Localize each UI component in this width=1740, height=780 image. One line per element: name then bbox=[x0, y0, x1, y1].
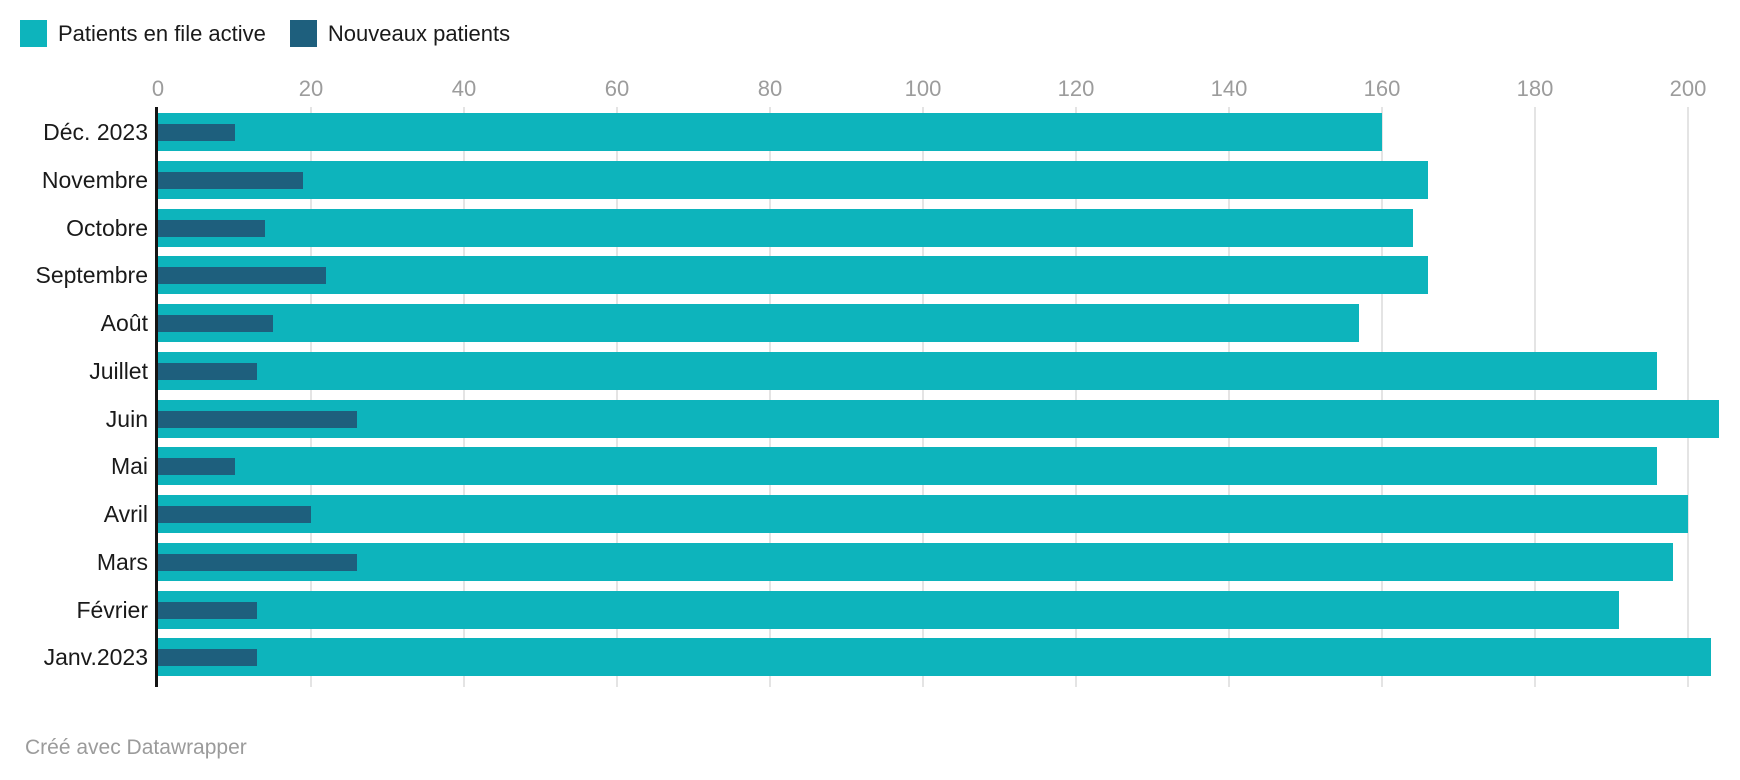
bar-main-5[interactable] bbox=[158, 352, 1657, 390]
category-label-9: Mars bbox=[96, 549, 148, 575]
x-axis-zero-line bbox=[155, 107, 158, 687]
x-tick-label-120: 120 bbox=[1057, 76, 1095, 101]
legend-item-0: Patients en file active bbox=[20, 20, 266, 47]
x-tick-label-60: 60 bbox=[604, 76, 630, 101]
bar-main-8[interactable] bbox=[158, 495, 1688, 533]
bar-main-2[interactable] bbox=[158, 209, 1413, 247]
gridline-100 bbox=[922, 107, 924, 687]
bar-main-11[interactable] bbox=[158, 638, 1711, 676]
bar-main-9[interactable] bbox=[158, 543, 1673, 581]
legend-label: Nouveaux patients bbox=[327, 20, 511, 46]
x-tick-label-200: 200 bbox=[1669, 76, 1707, 101]
category-label-6: Juin bbox=[105, 406, 148, 432]
bar-sub-10[interactable] bbox=[158, 602, 257, 619]
x-tick-label-100: 100 bbox=[904, 76, 942, 101]
category-label-8: Avril bbox=[103, 501, 148, 527]
bar-sub-8[interactable] bbox=[158, 506, 311, 523]
bar-sub-4[interactable] bbox=[158, 315, 273, 332]
bar-sub-7[interactable] bbox=[158, 458, 235, 475]
category-label-5: Juillet bbox=[89, 358, 148, 384]
bar-sub-11[interactable] bbox=[158, 649, 257, 666]
gridline-180 bbox=[1534, 107, 1536, 687]
bar-main-7[interactable] bbox=[158, 447, 1657, 485]
category-label-1: Novembre bbox=[41, 167, 148, 193]
legend-item-1: Nouveaux patients bbox=[289, 20, 511, 47]
x-tick-label-0: 0 bbox=[151, 76, 165, 101]
bar-main-3[interactable] bbox=[158, 256, 1428, 294]
bar-main-4[interactable] bbox=[158, 304, 1359, 342]
bar-sub-5[interactable] bbox=[158, 363, 257, 380]
x-tick-label-180: 180 bbox=[1516, 76, 1554, 101]
gridline-40 bbox=[463, 107, 465, 687]
legend-label: Patients en file active bbox=[58, 20, 266, 46]
bar-sub-6[interactable] bbox=[158, 411, 357, 428]
category-label-10: Février bbox=[76, 597, 148, 623]
bar-main-6[interactable] bbox=[158, 400, 1719, 438]
category-label-3: Septembre bbox=[35, 262, 148, 288]
gridline-60 bbox=[616, 107, 618, 687]
category-label-11: Janv.2023 bbox=[43, 644, 148, 670]
x-tick-label-40: 40 bbox=[451, 76, 477, 101]
x-tick-label-80: 80 bbox=[757, 76, 783, 101]
bar-main-1[interactable] bbox=[158, 161, 1428, 199]
bar-main-0[interactable] bbox=[158, 113, 1382, 151]
category-label-0: Déc. 2023 bbox=[43, 119, 148, 145]
gridline-140 bbox=[1228, 107, 1230, 687]
gridline-20 bbox=[310, 107, 312, 687]
bar-main-10[interactable] bbox=[158, 591, 1619, 629]
category-label-4: Août bbox=[100, 310, 148, 336]
x-tick-label-140: 140 bbox=[1210, 76, 1248, 101]
legend-swatch-icon bbox=[20, 20, 47, 47]
bar-sub-2[interactable] bbox=[158, 220, 265, 237]
legend-swatch-icon bbox=[289, 20, 317, 47]
category-label-7: Mai bbox=[110, 453, 148, 479]
category-label-2: Octobre bbox=[66, 215, 148, 241]
bar-sub-0[interactable] bbox=[158, 124, 235, 141]
legend: Patients en file active Nouveaux patients bbox=[20, 20, 510, 47]
datawrapper-credit-link[interactable]: Créé avec Datawrapper bbox=[25, 736, 247, 759]
x-tick-label-160: 160 bbox=[1363, 76, 1401, 101]
x-tick-label-20: 20 bbox=[298, 76, 324, 101]
gridline-80 bbox=[769, 107, 771, 687]
bar-sub-3[interactable] bbox=[158, 267, 326, 284]
bar-sub-9[interactable] bbox=[158, 554, 357, 571]
gridline-200 bbox=[1687, 107, 1689, 687]
bar-sub-1[interactable] bbox=[158, 172, 303, 189]
gridline-160 bbox=[1381, 107, 1383, 687]
gridline-120 bbox=[1075, 107, 1077, 687]
